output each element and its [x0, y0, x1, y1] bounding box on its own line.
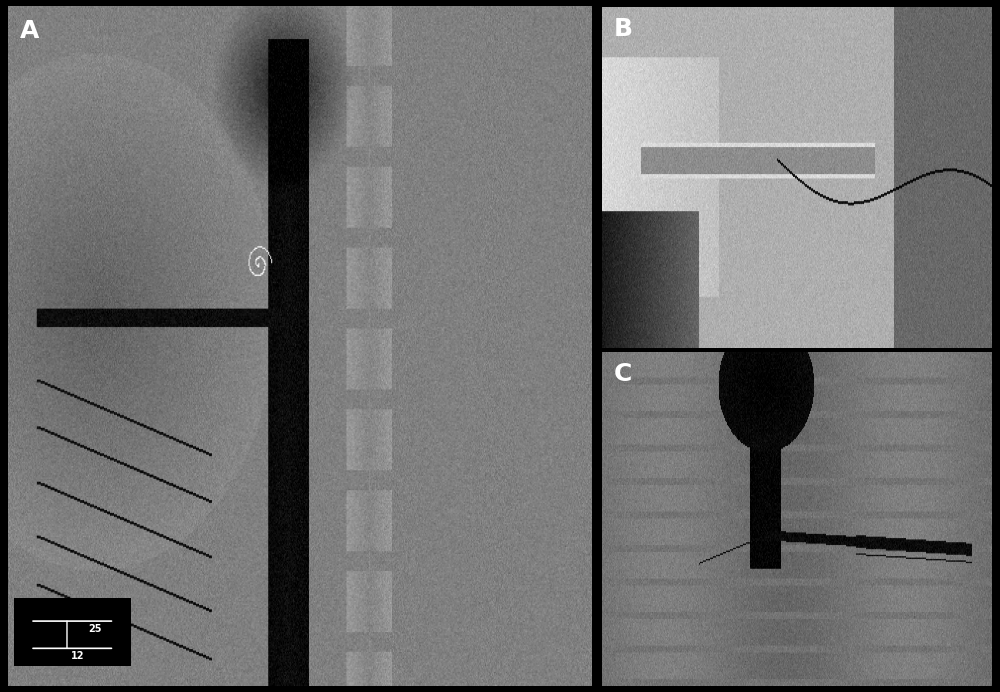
FancyBboxPatch shape — [14, 598, 131, 666]
Text: 25: 25 — [89, 623, 102, 634]
Text: B: B — [614, 17, 633, 41]
Text: A: A — [20, 19, 39, 43]
Text: C: C — [614, 362, 632, 385]
Text: 12: 12 — [71, 651, 84, 661]
